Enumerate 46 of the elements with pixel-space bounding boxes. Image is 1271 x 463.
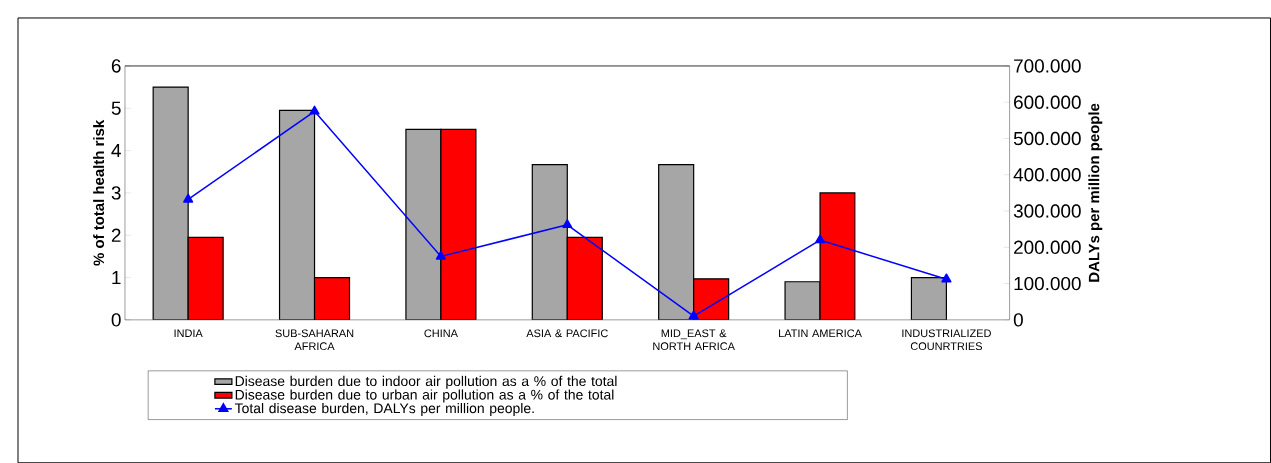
point [814, 234, 826, 244]
bar [152, 86, 189, 320]
bar [658, 163, 695, 320]
x-tick-label: INDUSTRIALIZED COUNRTRIES [902, 329, 991, 350]
bar [531, 163, 568, 320]
y-tick-label: 5 [111, 101, 121, 115]
bar [819, 192, 856, 320]
bar [405, 128, 442, 320]
point [435, 250, 446, 260]
legend-label: Disease burden due to indoor air pollution as a % of the total [235, 375, 617, 389]
legend-label: Disease burden due to urban air pollution as a % of the total [235, 389, 614, 403]
y2-tick-label: 700.000 [1014, 59, 1081, 73]
y-axis-title: % of total health risk [93, 119, 105, 266]
bar [313, 276, 351, 320]
y2-tick-label: 600.000 [1014, 95, 1081, 109]
point [941, 273, 952, 283]
y-tick-label: 6 [111, 59, 121, 73]
bar [566, 236, 603, 320]
y-tick-label: 4 [111, 143, 121, 157]
y2-tick-label: 200.000 [1014, 240, 1081, 254]
y2-tick-label: 500.000 [1013, 131, 1081, 146]
y2-tick-label: 100.000 [1014, 276, 1081, 291]
x-tick-label: CHINA [424, 329, 458, 337]
y2-axis-title: DALYs per million people [1088, 103, 1103, 282]
point [183, 193, 194, 203]
legend-label: Total disease burden, DALYs per million people. [234, 402, 534, 416]
point [688, 310, 699, 320]
bar [910, 276, 948, 320]
y2-tick-label: 400.000 [1013, 167, 1081, 182]
x-tick-label: LATIN AMERICA [779, 329, 862, 337]
bar [187, 236, 224, 320]
x-tick-label: INDIA [174, 329, 203, 337]
y2-tick-label: 300.000 [1013, 204, 1081, 218]
x-tick-label: MID_EAST & NORTH AFRICA [653, 329, 735, 350]
bar [784, 281, 821, 320]
x-tick-label: ASIA & PACIFIC [526, 329, 608, 337]
y-tick-label: 1 [112, 270, 121, 284]
y-tick-label: 0 [111, 313, 121, 327]
y-tick-label: 3 [111, 186, 121, 200]
point [562, 218, 573, 228]
x-tick-label: SUB-SAHARAN AFRICA [275, 329, 354, 350]
y2-tick-label: 0 [1013, 313, 1023, 327]
bar [440, 128, 477, 320]
bar [278, 109, 316, 320]
point [309, 105, 320, 115]
y-tick-label: 2 [111, 228, 121, 242]
